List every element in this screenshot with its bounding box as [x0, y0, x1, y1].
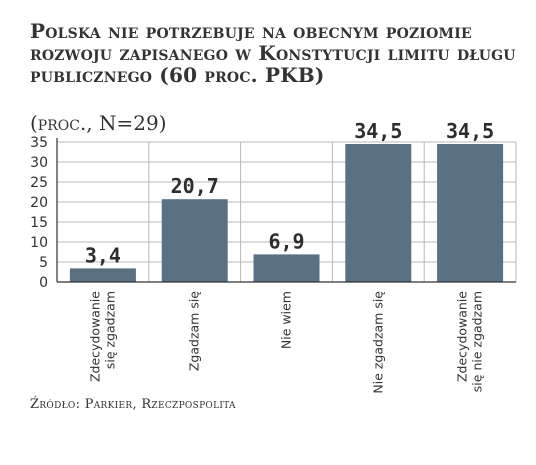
y-tick-label: 0 — [39, 275, 48, 291]
bar — [69, 268, 136, 282]
category-label: Zdecydowanie się nie zgadzam — [455, 291, 485, 393]
y-tick-label: 20 — [30, 195, 48, 211]
data-label: 20,7 — [171, 174, 219, 198]
y-tick-label: 10 — [30, 235, 48, 251]
data-label: 6,9 — [268, 229, 304, 253]
category-label: Zdecydowanie się zgadzam — [87, 291, 117, 382]
data-label: 34,5 — [354, 119, 402, 143]
category-label: Nie wiem — [279, 291, 294, 349]
y-tick-label: 15 — [30, 215, 48, 231]
category-label-line: Zdecydowanie — [87, 291, 102, 382]
y-tick-label: 35 — [30, 135, 48, 151]
y-tick-label: 25 — [30, 175, 48, 191]
bar — [437, 144, 504, 282]
category-label: Zgadzam się — [187, 291, 202, 371]
chart-title: Polska nie potrzebuje na obecnym poziomi… — [30, 19, 516, 87]
category-label-line: Zdecydowanie — [455, 291, 470, 382]
y-tick-label: 30 — [30, 155, 48, 171]
category-label-line: Nie wiem — [279, 291, 294, 349]
category-label-line: Zgadzam się — [187, 291, 202, 371]
category-label-line: się nie zgadzam — [470, 291, 485, 392]
bar — [161, 199, 228, 282]
bar — [345, 144, 412, 282]
chart-subtitle: (proc., N=29) — [30, 111, 167, 135]
bar — [253, 254, 320, 282]
category-label-line: Nie zgadzam się — [370, 291, 385, 394]
category-label: Nie zgadzam się — [370, 291, 385, 394]
y-tick-label: 5 — [39, 255, 48, 271]
category-label-line: się zgadzam — [102, 291, 117, 369]
data-label: 3,4 — [85, 243, 121, 267]
source-note: Źródło: Parkier, Rzeczpospolita — [30, 397, 236, 412]
data-label: 34,5 — [446, 119, 494, 143]
